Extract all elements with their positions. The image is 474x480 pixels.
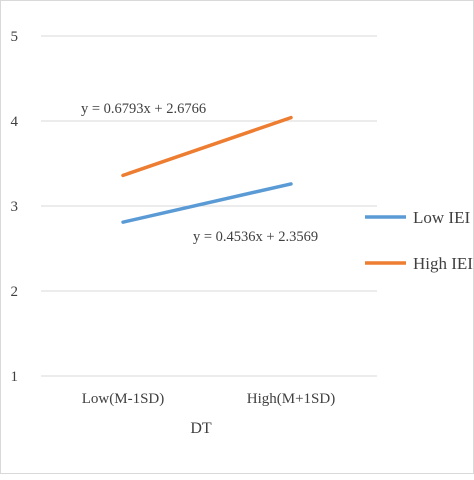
series-line-low-iei bbox=[121, 182, 293, 224]
x-axis-ticks: Low(M-1SD) High(M+1SD) bbox=[82, 391, 335, 407]
gridlines bbox=[41, 35, 377, 377]
y-tick-label: 4 bbox=[11, 114, 19, 130]
series-line-high-iei bbox=[121, 115, 293, 178]
legend: Low IEI High IEI bbox=[365, 208, 473, 273]
x-tick-label: High(M+1SD) bbox=[247, 391, 335, 407]
legend-label: High IEI bbox=[413, 254, 473, 273]
y-axis-ticks: 1 2 3 4 5 bbox=[11, 29, 19, 385]
trendline-equations: y = 0.4536x + 2.3569 y = 0.6793x + 2.6766 bbox=[81, 101, 318, 245]
y-tick-label: 1 bbox=[11, 369, 19, 385]
x-axis-title: DT bbox=[190, 420, 212, 437]
trendline-equation: y = 0.4536x + 2.3569 bbox=[193, 229, 318, 245]
legend-label: Low IEI bbox=[413, 208, 470, 227]
y-tick-label: 2 bbox=[11, 284, 19, 300]
y-tick-label: 5 bbox=[11, 29, 19, 45]
x-tick-label: Low(M-1SD) bbox=[82, 391, 165, 407]
series-lines bbox=[121, 115, 293, 224]
trendline-equation: y = 0.6793x + 2.6766 bbox=[81, 101, 206, 117]
y-tick-label: 3 bbox=[11, 199, 19, 215]
